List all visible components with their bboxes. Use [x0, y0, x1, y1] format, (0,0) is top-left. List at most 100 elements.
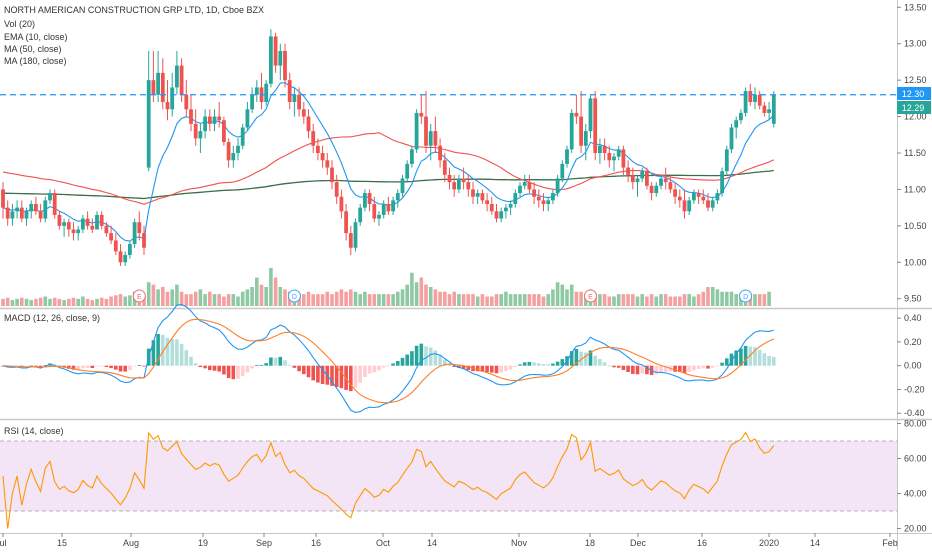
candle-body	[264, 83, 269, 102]
macd-histogram-bar	[269, 357, 273, 366]
macd-histogram-bar	[621, 365, 626, 370]
candle-body	[109, 233, 113, 241]
candle-body	[123, 255, 128, 263]
macd-histogram-bar	[428, 347, 433, 366]
volume-bar	[687, 294, 691, 306]
macd-histogram-bar	[287, 365, 292, 366]
volume-bar	[38, 297, 43, 306]
candle-body	[687, 200, 692, 212]
price-badge-upper	[897, 87, 931, 100]
volume-bar	[433, 289, 438, 306]
macd-histogram-bar	[311, 365, 315, 381]
macd-histogram-bar	[349, 365, 353, 392]
candle-body	[160, 72, 165, 102]
macd-histogram-bar	[593, 355, 597, 366]
candle-body	[156, 72, 160, 95]
macd-histogram-bar	[240, 365, 245, 377]
price-axis-label: 12.00	[904, 112, 927, 122]
candle-body	[316, 145, 320, 153]
macd-histogram-bar	[316, 365, 320, 383]
macd-histogram-bar	[217, 365, 221, 372]
volume-bar	[532, 294, 536, 306]
legend-ema: EMA (10, close)	[4, 32, 68, 42]
macd-histogram-bar	[527, 361, 532, 366]
volume-bar	[428, 287, 433, 306]
candle-body	[90, 225, 95, 230]
candle-body	[320, 153, 325, 161]
volume-bar	[518, 294, 522, 306]
candle-body	[193, 123, 198, 139]
macd-histogram-bar	[452, 365, 456, 367]
macd-histogram-bar	[438, 354, 442, 366]
candle-body	[424, 116, 428, 146]
candle-body	[52, 193, 57, 215]
candle-body	[621, 149, 626, 168]
time-axis-label: 19	[198, 538, 208, 548]
volume-bar	[485, 296, 489, 306]
candle-body	[569, 112, 574, 150]
macd-histogram-bar	[381, 365, 386, 368]
macd-histogram-bar	[109, 365, 113, 369]
candle-body	[739, 112, 743, 121]
volume-bar	[447, 294, 452, 306]
candle-body	[165, 102, 170, 110]
time-axis-label: Sep	[256, 538, 272, 548]
candle-body	[113, 240, 118, 252]
volume-bar	[480, 294, 485, 306]
volume-bar	[678, 296, 682, 306]
macd-histogram-bar	[297, 365, 301, 372]
macd-histogram-bar	[104, 365, 109, 367]
earnings-marker	[132, 289, 146, 303]
macd-histogram-bar	[598, 359, 602, 366]
macd-histogram-bar	[156, 334, 160, 366]
volume-bar	[466, 294, 471, 306]
macd-histogram-bar	[81, 365, 85, 369]
candle-body	[29, 204, 34, 212]
macd-pane-label: MACD (12, 26, close, 9)	[4, 313, 100, 323]
macd-histogram-bar	[414, 345, 419, 366]
candle-body	[15, 207, 19, 212]
volume-bar	[175, 284, 179, 306]
volume-bar	[391, 294, 395, 306]
candle-body	[565, 149, 569, 164]
macd-histogram-bar	[607, 365, 612, 367]
volume-bar	[34, 298, 38, 306]
candle-body	[334, 182, 339, 197]
event-marker-label: D	[743, 294, 748, 301]
volume-bar	[67, 298, 71, 306]
macd-histogram-bar	[466, 365, 471, 370]
volume-bar	[363, 291, 367, 306]
volume-bar	[212, 294, 217, 306]
volume-bar	[240, 291, 245, 306]
legend-ma50: MA (50, close)	[4, 44, 62, 54]
time-axis-label: Nov	[511, 538, 528, 548]
macd-histogram-bar	[725, 358, 729, 366]
candle-body	[518, 185, 522, 194]
candle-body	[179, 65, 184, 95]
time-axis-label: Aug	[123, 538, 139, 548]
candle-body	[104, 225, 109, 234]
candle-body	[278, 51, 283, 66]
volume-bar	[767, 291, 771, 306]
macd-histogram-bar	[142, 365, 146, 367]
volume-bar	[10, 300, 15, 306]
macd-axis-label: 0.40	[904, 313, 922, 323]
candle-body	[654, 185, 659, 194]
macd-histogram-bar	[433, 350, 438, 366]
candle-body	[189, 109, 193, 124]
macd-histogram-bar	[386, 365, 391, 367]
price-axis-label: 10.00	[904, 257, 927, 267]
candle-body	[635, 178, 640, 183]
volume-bar	[109, 296, 113, 306]
candle-body	[612, 156, 616, 161]
candle-body	[630, 174, 635, 183]
earnings-marker	[584, 289, 597, 303]
volume-bar	[668, 296, 673, 306]
volume-bar	[128, 295, 132, 306]
candle-body	[377, 214, 381, 219]
volume-bar	[490, 296, 494, 306]
candle-body	[579, 116, 583, 146]
volume-bar	[522, 294, 527, 306]
